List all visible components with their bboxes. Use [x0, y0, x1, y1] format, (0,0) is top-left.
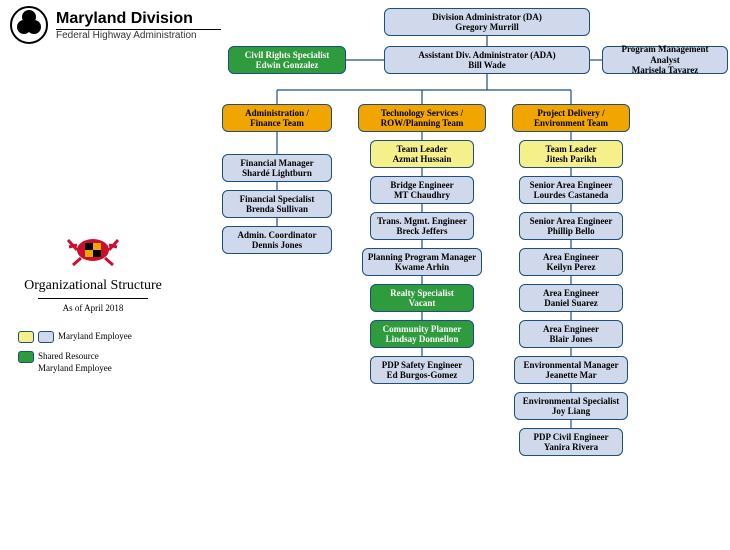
node-tme: Trans. Mgmt. EngineerBreck Jeffers	[370, 212, 474, 240]
legend: Maryland Employee Shared Resource Maryla…	[18, 331, 168, 374]
node-pce: PDP Civil EngineerYanira Rivera	[519, 428, 623, 456]
legend-swatch-green	[18, 351, 34, 363]
node-ppm: Planning Program ManagerKwame Arhin	[362, 248, 482, 276]
as-of-date: As of April 2018	[18, 303, 168, 313]
node-pdt: Project Delivery /Environment Team	[512, 104, 630, 132]
node-ae3: Area EngineerBlair Jones	[519, 320, 623, 348]
node-pma: Program Management AnalystMarisela Tavar…	[602, 46, 728, 74]
node-cp: Community PlannerLindsay Donnellon	[370, 320, 474, 348]
legend-swatch-yellow	[18, 331, 34, 343]
node-sae1: Senior Area EngineerLourdes Castaneda	[519, 176, 623, 204]
node-ac: Admin. CoordinatorDennis Jones	[222, 226, 332, 254]
legend-swatch-blue	[38, 331, 54, 343]
header-subtitle: Federal Highway Administration	[56, 30, 221, 41]
node-ae1: Area EngineerKeilyn Perez	[519, 248, 623, 276]
node-ae2: Area EngineerDaniel Suarez	[519, 284, 623, 312]
org-title: Organizational Structure	[18, 278, 168, 294]
header-title: Maryland Division	[56, 10, 221, 28]
node-es: Environmental SpecialistJoy Liang	[514, 392, 628, 420]
legend-label-md: Maryland Employee	[58, 331, 132, 343]
node-tl2: Team LeaderJitesh Parikh	[519, 140, 623, 168]
node-pse: PDP Safety EngineerEd Burgos-Gomez	[370, 356, 474, 384]
node-be: Bridge EngineerMT Chaudhry	[370, 176, 474, 204]
node-fs: Financial SpecialistBrenda Sullivan	[222, 190, 332, 218]
side-panel: Organizational Structure As of April 201…	[18, 225, 168, 382]
crab-icon	[63, 225, 123, 270]
node-rs: Realty SpecialistVacant	[370, 284, 474, 312]
node-da: Division Administrator (DA)Gregory Murri…	[384, 8, 590, 36]
legend-label-shared: Shared Resource Maryland Employee	[38, 351, 112, 374]
node-tst: Technology Services /ROW/Planning Team	[358, 104, 486, 132]
dot-logo	[10, 6, 48, 44]
node-fm: Financial ManagerShardé Lightburn	[222, 154, 332, 182]
header: Maryland Division Federal Highway Admini…	[10, 6, 221, 44]
node-em: Environmental ManagerJeanette Mar	[514, 356, 628, 384]
node-crs: Civil Rights SpecialistEdwin Gonzalez	[228, 46, 346, 74]
node-tl1: Team LeaderAzmat Hussain	[370, 140, 474, 168]
node-ada: Assistant Div. Administrator (ADA)Bill W…	[384, 46, 590, 74]
node-aft: Administration /Finance Team	[222, 104, 332, 132]
node-sae2: Senior Area EngineerPhillip Bello	[519, 212, 623, 240]
